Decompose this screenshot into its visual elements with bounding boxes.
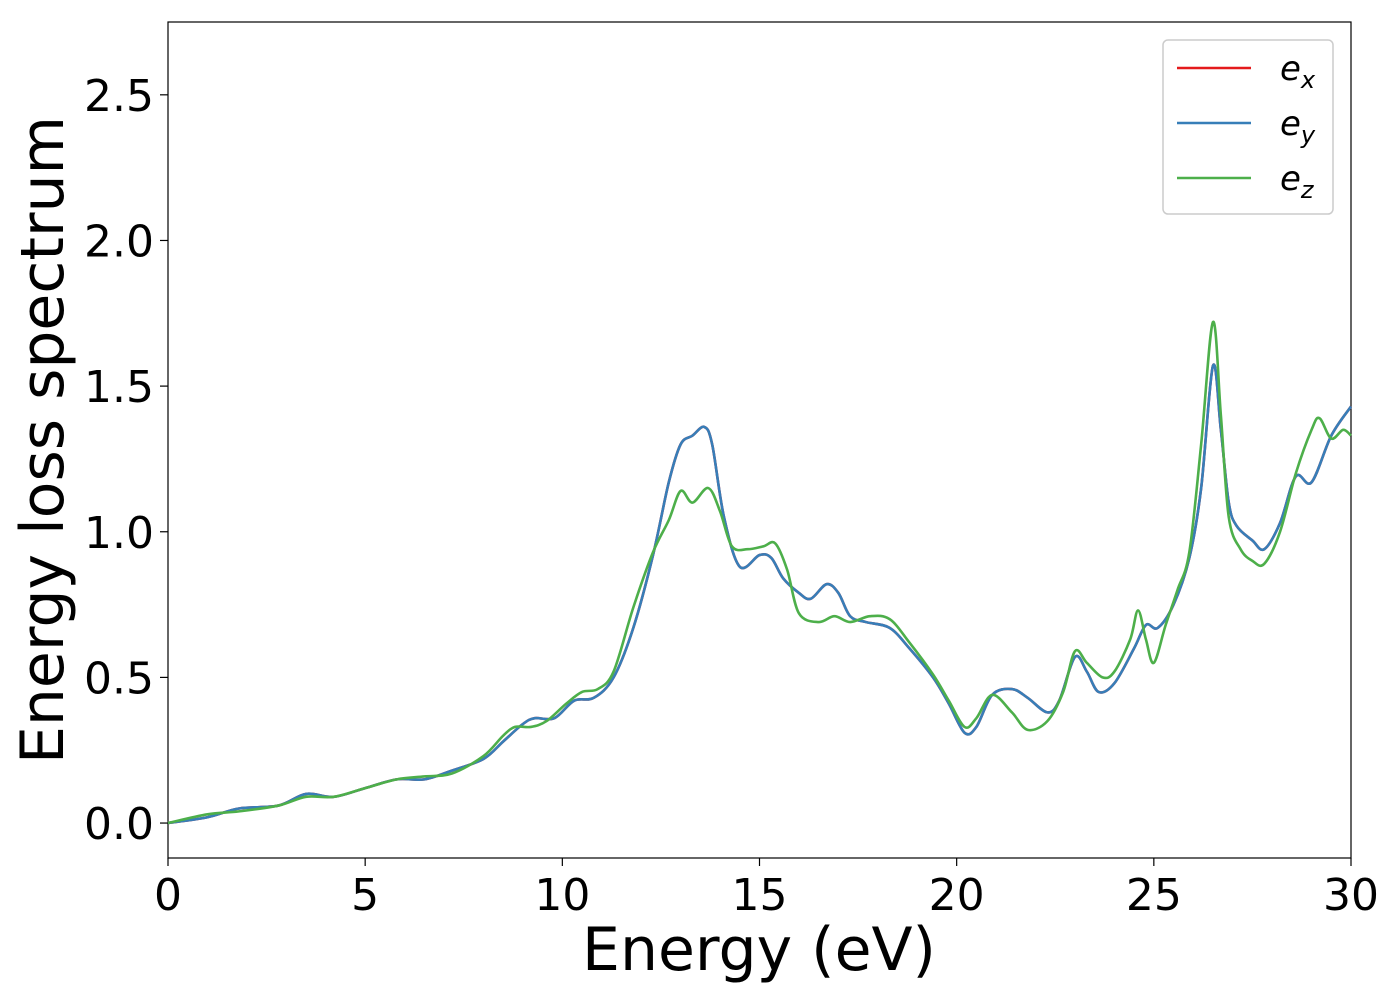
y-tick-label: 1.0 <box>84 508 154 559</box>
x-tick-label: 25 <box>1126 870 1182 921</box>
x-tick-label: 0 <box>154 870 182 921</box>
y-axis-label: Energy loss spectrum <box>8 116 78 764</box>
legend-box <box>1162 39 1334 215</box>
series-line-e-z <box>167 320 1352 825</box>
x-tick-label: 30 <box>1323 870 1379 921</box>
y-tick-label: 1.5 <box>84 362 154 413</box>
x-tick-label: 5 <box>351 870 379 921</box>
x-tick-label: 20 <box>929 870 985 921</box>
y-axis-ticks: 0.0 0.5 1.0 1.5 2.0 2.5 <box>84 71 168 850</box>
plot-area <box>167 21 1352 859</box>
x-axis-label: Energy (eV) <box>582 915 936 985</box>
x-tick-label: 10 <box>534 870 590 921</box>
series-layer <box>167 320 1353 825</box>
y-tick-label: 2.0 <box>84 216 154 267</box>
x-axis-ticks: 0 5 10 15 20 25 30 <box>154 858 1379 921</box>
y-tick-label: 2.5 <box>84 71 154 122</box>
y-tick-label: 0.0 <box>84 799 154 850</box>
series-line-e-y <box>167 363 1353 825</box>
x-tick-label: 15 <box>732 870 788 921</box>
y-tick-label: 0.5 <box>84 653 154 704</box>
